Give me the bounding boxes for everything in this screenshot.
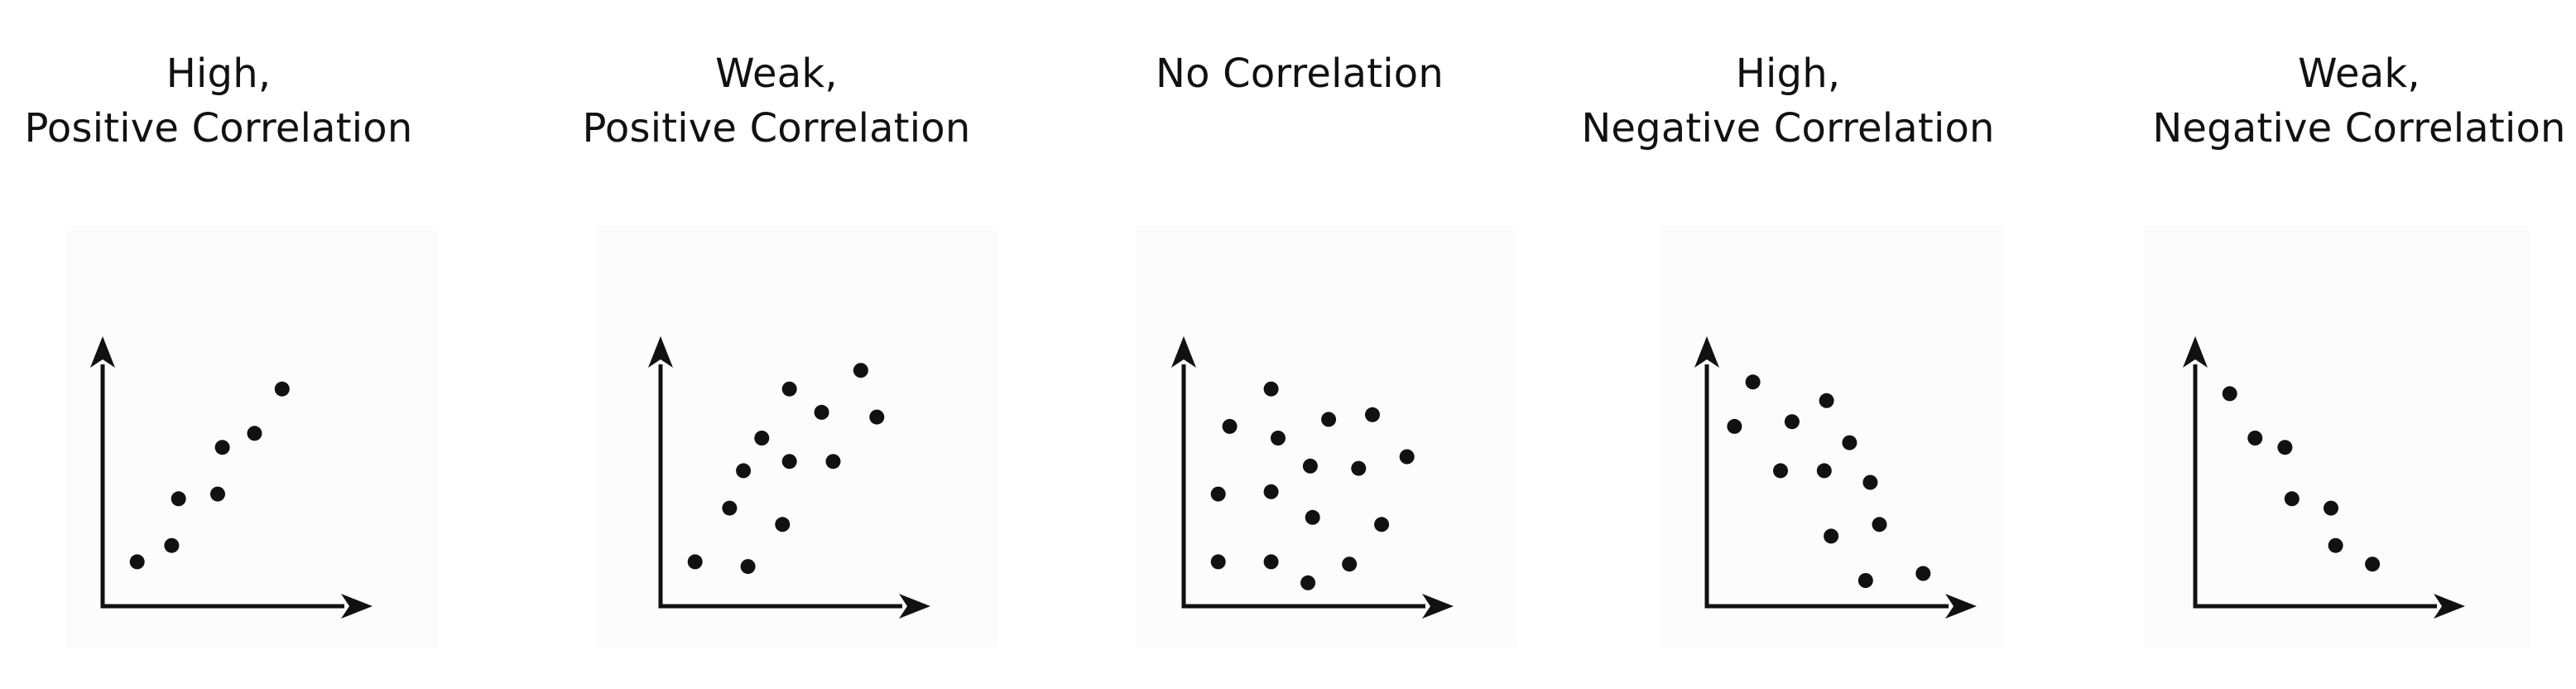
data-point bbox=[1263, 554, 1279, 570]
chart-title-line-2: Negative Correlation bbox=[2152, 105, 2566, 152]
data-point bbox=[736, 463, 752, 479]
scatter-plot bbox=[2183, 336, 2465, 619]
data-point bbox=[1302, 458, 1318, 474]
data-point bbox=[1210, 486, 1226, 502]
data-point bbox=[869, 409, 885, 425]
chart-panel-5: Weak, Negative Correlation bbox=[2144, 0, 2574, 689]
data-point bbox=[214, 440, 230, 455]
data-point bbox=[247, 426, 262, 441]
chart-title-line-2: Positive Correlation bbox=[582, 105, 971, 152]
x-axis-arrow-icon bbox=[1945, 594, 1977, 619]
data-point bbox=[687, 554, 703, 570]
scatter-plot bbox=[1171, 336, 1454, 619]
data-point bbox=[1816, 463, 1832, 479]
data-point bbox=[1342, 556, 1358, 572]
scatter-plot bbox=[1694, 336, 1977, 619]
plot-background bbox=[596, 225, 998, 648]
chart-title-line-2: Negative Correlation bbox=[1581, 105, 1995, 152]
chart-title-line-1: No Correlation bbox=[1155, 51, 1444, 97]
chart-panel-4: High, Negative Correlation bbox=[1573, 0, 2003, 689]
data-point bbox=[781, 381, 797, 397]
data-point bbox=[2324, 500, 2338, 516]
plot-background bbox=[2144, 225, 2530, 648]
data-point bbox=[2277, 440, 2293, 455]
data-point bbox=[1222, 418, 1238, 434]
data-point bbox=[210, 486, 225, 502]
data-point bbox=[1872, 517, 1887, 532]
chart-title: High, Positive Correlation bbox=[0, 46, 437, 156]
data-point bbox=[1300, 575, 1316, 590]
scatter-plot bbox=[648, 336, 930, 619]
chart-title-line-1: High, bbox=[1735, 51, 1841, 97]
y-axis-arrow-icon bbox=[1694, 336, 1719, 368]
plot-background bbox=[1660, 225, 2003, 648]
data-point bbox=[1824, 528, 1839, 544]
data-point bbox=[164, 537, 180, 553]
chart-panel-3: No Correlation bbox=[1083, 0, 1518, 689]
data-point bbox=[2247, 431, 2263, 446]
x-axis-arrow-icon bbox=[1422, 594, 1454, 619]
data-point bbox=[1351, 460, 1367, 476]
data-point bbox=[722, 500, 738, 516]
chart-title-line-1: Weak, bbox=[2298, 51, 2420, 97]
y-axis-arrow-icon bbox=[2183, 336, 2208, 368]
chart-title: Weak, Positive Correlation bbox=[560, 46, 993, 156]
data-point bbox=[1271, 431, 1286, 446]
data-point bbox=[814, 404, 829, 420]
y-axis-arrow-icon bbox=[648, 336, 673, 368]
chart-title: Weak, Negative Correlation bbox=[2144, 46, 2574, 156]
chart-panel-1: High, Positive Correlation bbox=[0, 0, 439, 689]
data-point bbox=[825, 454, 841, 470]
data-point bbox=[775, 517, 791, 532]
data-point bbox=[1263, 484, 1279, 499]
data-point bbox=[171, 491, 186, 507]
data-point bbox=[2328, 537, 2343, 553]
data-point bbox=[1784, 414, 1800, 430]
chart-title: No Correlation bbox=[1083, 46, 1516, 101]
y-axis-arrow-icon bbox=[1171, 336, 1196, 368]
data-point bbox=[1862, 475, 1878, 490]
data-point bbox=[1399, 449, 1415, 465]
data-point bbox=[1321, 412, 1337, 427]
chart-title-line-1: Weak, bbox=[715, 51, 838, 97]
x-axis-arrow-icon bbox=[2434, 594, 2465, 619]
data-point bbox=[129, 554, 145, 570]
data-point bbox=[1842, 435, 1858, 450]
data-point bbox=[1365, 407, 1380, 422]
chart-title: High, Negative Correlation bbox=[1573, 46, 2003, 156]
data-point bbox=[1263, 381, 1279, 397]
data-point bbox=[1773, 463, 1788, 479]
data-point bbox=[2365, 556, 2381, 572]
data-point bbox=[1745, 374, 1761, 390]
data-point bbox=[1915, 566, 1931, 581]
plot-background bbox=[1136, 225, 1518, 648]
y-axis-arrow-icon bbox=[90, 336, 115, 368]
data-point bbox=[1858, 573, 1873, 588]
data-point bbox=[1819, 393, 1834, 408]
x-axis-arrow-icon bbox=[899, 594, 930, 619]
chart-title-line-2: Positive Correlation bbox=[24, 105, 413, 152]
data-point bbox=[754, 431, 770, 446]
data-point bbox=[781, 454, 797, 470]
data-point bbox=[2222, 386, 2237, 402]
data-point bbox=[274, 381, 290, 397]
data-point bbox=[2284, 491, 2300, 507]
scatter-plot bbox=[90, 336, 372, 619]
data-point bbox=[1374, 517, 1390, 532]
data-point bbox=[1210, 554, 1226, 570]
chart-panel-2: Weak, Positive Correlation bbox=[560, 0, 998, 689]
data-point bbox=[1727, 418, 1742, 434]
x-axis-arrow-icon bbox=[341, 594, 372, 619]
data-point bbox=[1305, 509, 1320, 525]
data-point bbox=[853, 363, 868, 378]
data-point bbox=[740, 559, 756, 575]
chart-title-line-1: High, bbox=[166, 51, 272, 97]
